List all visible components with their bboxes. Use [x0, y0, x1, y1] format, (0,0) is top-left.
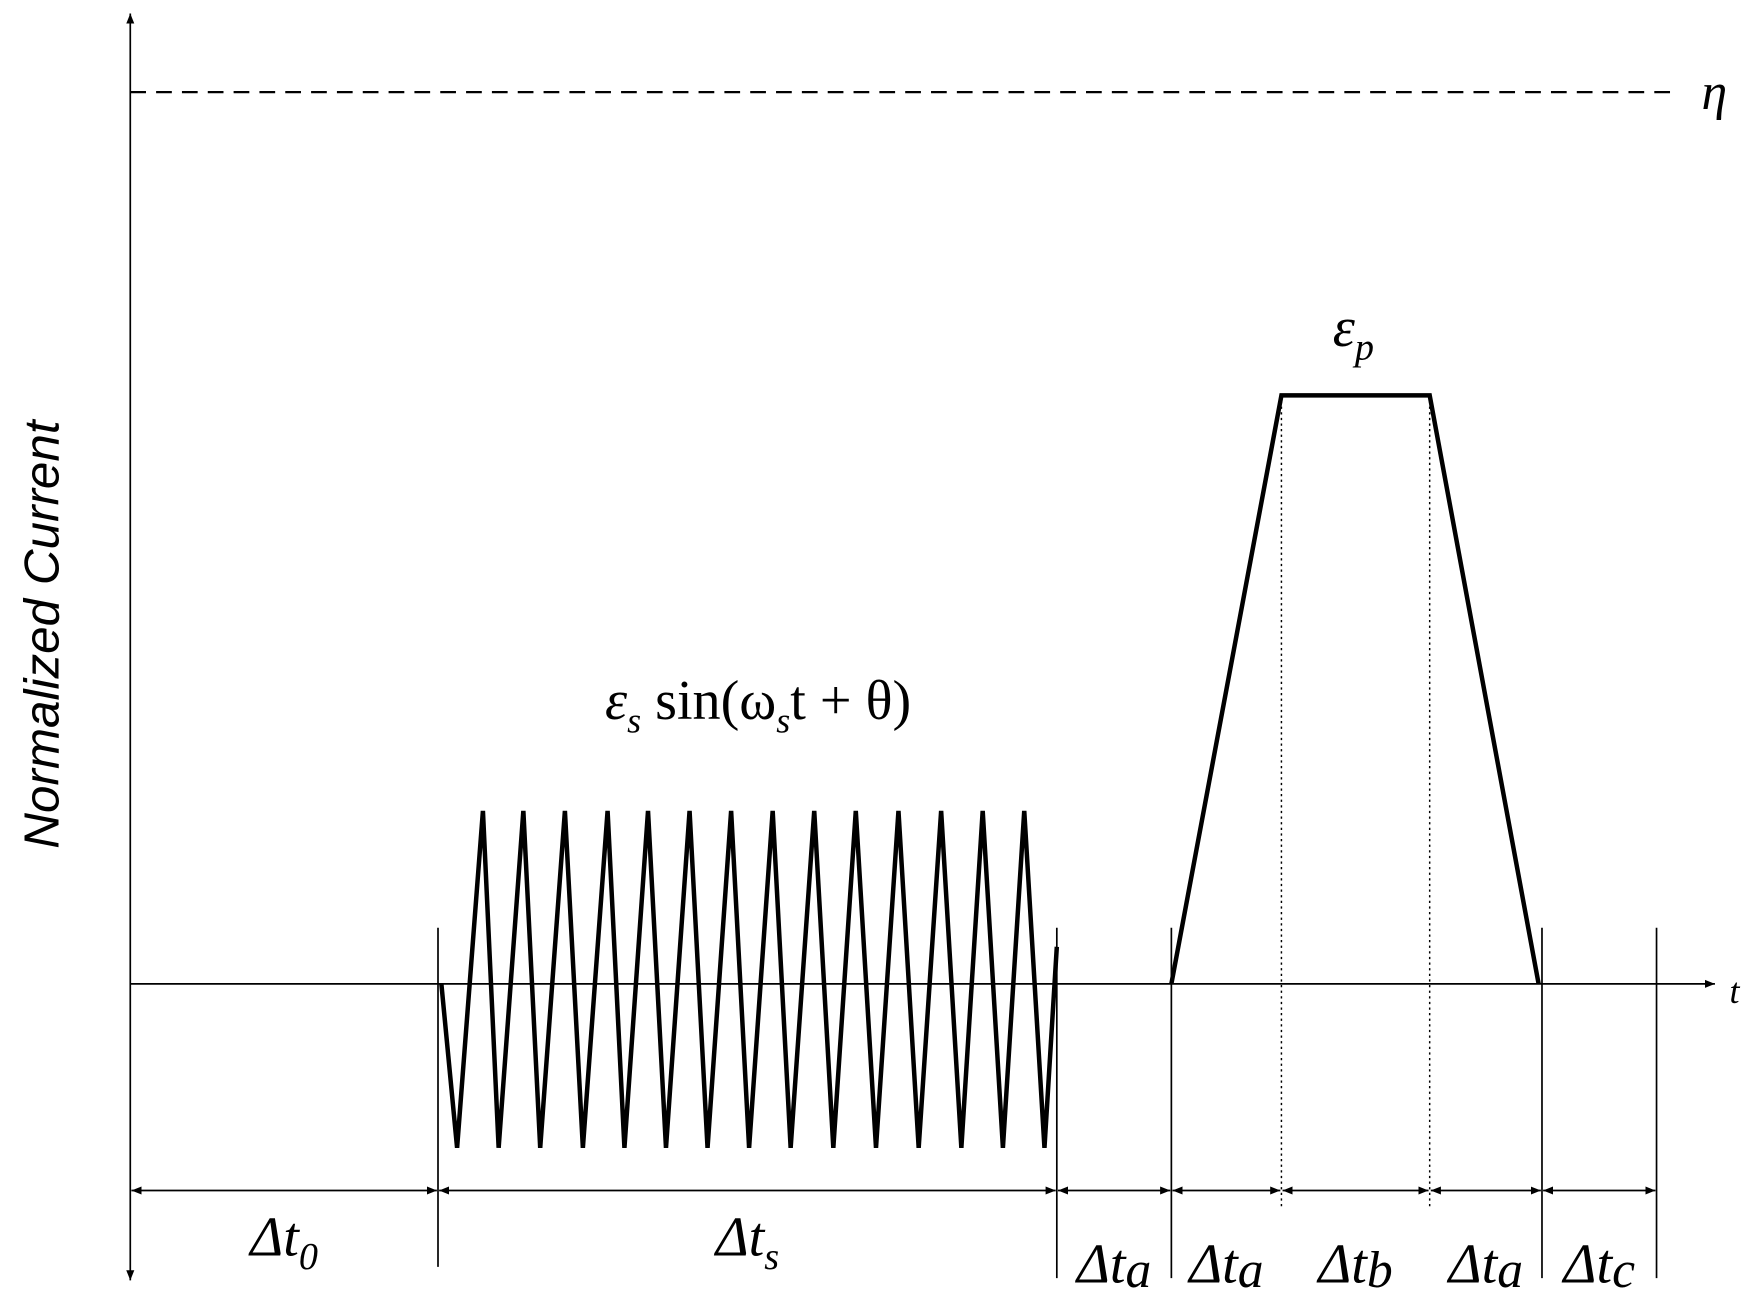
threshold-label: η	[1701, 64, 1727, 121]
dimensions	[131, 927, 1658, 1279]
interval-sub: 0	[299, 1236, 318, 1278]
interval-label: Δt0	[248, 1207, 318, 1278]
interval-sub: a	[1125, 1242, 1151, 1295]
interval-text: Δt	[1075, 1234, 1127, 1295]
y-axis-label: Normalized Current	[14, 418, 69, 849]
interval-label: Δta	[1447, 1234, 1523, 1295]
interval-sub: b	[1367, 1242, 1393, 1295]
subscript: s	[627, 700, 641, 740]
pulse-label: εp	[1333, 297, 1374, 368]
interval-sub: a	[1238, 1242, 1264, 1295]
formula-part: ε	[605, 670, 628, 732]
interval-label: Δta	[1187, 1234, 1263, 1295]
interval-label: Δtb	[1316, 1234, 1392, 1295]
interval-label: Δts	[714, 1207, 779, 1278]
interval-text: Δt	[248, 1207, 300, 1269]
interval-sub: s	[764, 1236, 779, 1278]
sine-label: εs sin(ωst + θ)	[605, 670, 911, 740]
pulse-signal	[1169, 393, 1541, 985]
interval-sub: a	[1497, 1242, 1523, 1295]
interval-text: Δt	[1316, 1234, 1368, 1295]
formula-part: t + θ)	[790, 670, 911, 732]
interval-label: Δta	[1075, 1234, 1151, 1295]
interval-sub: c	[1612, 1242, 1635, 1295]
interval-label: Δtc	[1562, 1234, 1636, 1295]
interval-text: Δt	[714, 1207, 766, 1269]
formula-part: sin(ω	[641, 670, 776, 732]
sine-signal	[439, 810, 1060, 1149]
interval-text: Δt	[1187, 1234, 1239, 1295]
x-axis-label: t	[1730, 971, 1741, 1011]
interval-text: Δt	[1562, 1234, 1614, 1295]
interval-text: Δt	[1447, 1234, 1499, 1295]
subscript: s	[776, 700, 790, 740]
